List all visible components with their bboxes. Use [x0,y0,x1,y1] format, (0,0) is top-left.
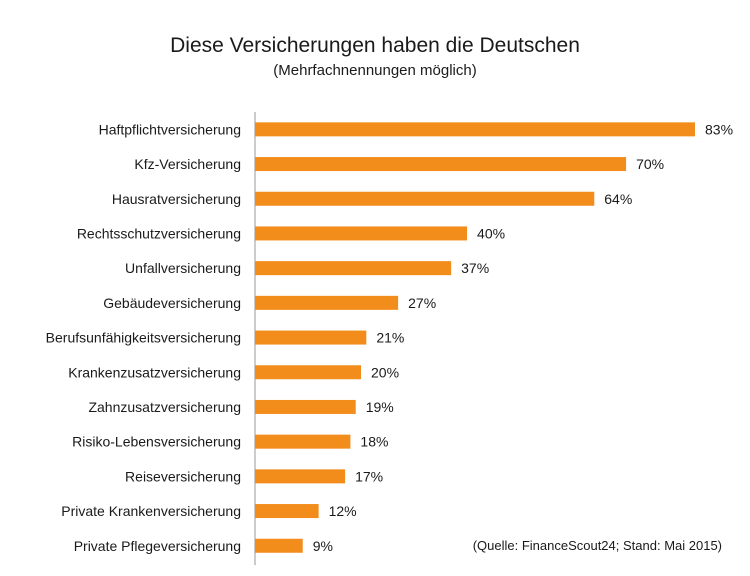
value-label: 21% [376,330,404,346]
value-label: 17% [355,468,383,484]
bar-gebäudeversicherung [255,295,399,310]
category-label: Private Pflegeversicherung [74,538,241,554]
value-label: 27% [408,295,436,311]
value-label: 70% [636,156,664,172]
bar-rechtsschutzversicherung [255,226,468,241]
bar-private-pflegeversicherung [255,538,303,553]
bar-haftpflichtversicherung [255,122,695,137]
bar-kfz-versicherung [255,157,627,172]
category-label: Zahnzusatzversicherung [88,399,241,415]
bar-hausratversicherung [255,191,595,206]
category-label: Gebäudeversicherung [103,295,241,311]
category-label: Risiko-Lebensversicherung [72,434,241,450]
value-label: 18% [360,434,388,450]
category-label: Kfz-Versicherung [134,156,241,172]
value-label: 40% [477,225,505,241]
value-label: 64% [604,191,632,207]
value-label: 12% [329,503,357,519]
value-label: 83% [705,121,733,137]
category-label: Rechtsschutzversicherung [77,225,241,241]
category-label: Hausratversicherung [112,191,241,207]
source-note: (Quelle: FinanceScout24; Stand: Mai 2015… [472,538,722,553]
value-label: 9% [313,538,333,554]
category-label: Berufsunfähigkeitsversicherung [46,330,241,346]
category-label: Krankenzusatzversicherung [68,364,241,380]
category-label: Haftpflichtversicherung [99,121,241,137]
value-label: 37% [461,260,489,276]
bar-private-krankenversicherung [255,504,319,519]
category-label: Private Krankenversicherung [61,503,241,519]
bar-zahnzusatzversicherung [255,399,356,414]
bar-reiseversicherung [255,469,346,484]
bar-risiko-lebensversicherung [255,434,351,449]
category-label: Unfallversicherung [125,260,241,276]
category-label: Reiseversicherung [125,468,241,484]
value-label: 20% [371,364,399,380]
bar-berufsunfähigkeitsversicherung [255,330,367,345]
bar-unfallversicherung [255,261,452,276]
value-label: 19% [366,399,394,415]
bar-krankenzusatzversicherung [255,365,362,380]
chart-title: Diese Versicherungen haben die Deutschen [170,34,580,57]
chart-subtitle: (Mehrfachnennungen möglich) [273,62,477,79]
